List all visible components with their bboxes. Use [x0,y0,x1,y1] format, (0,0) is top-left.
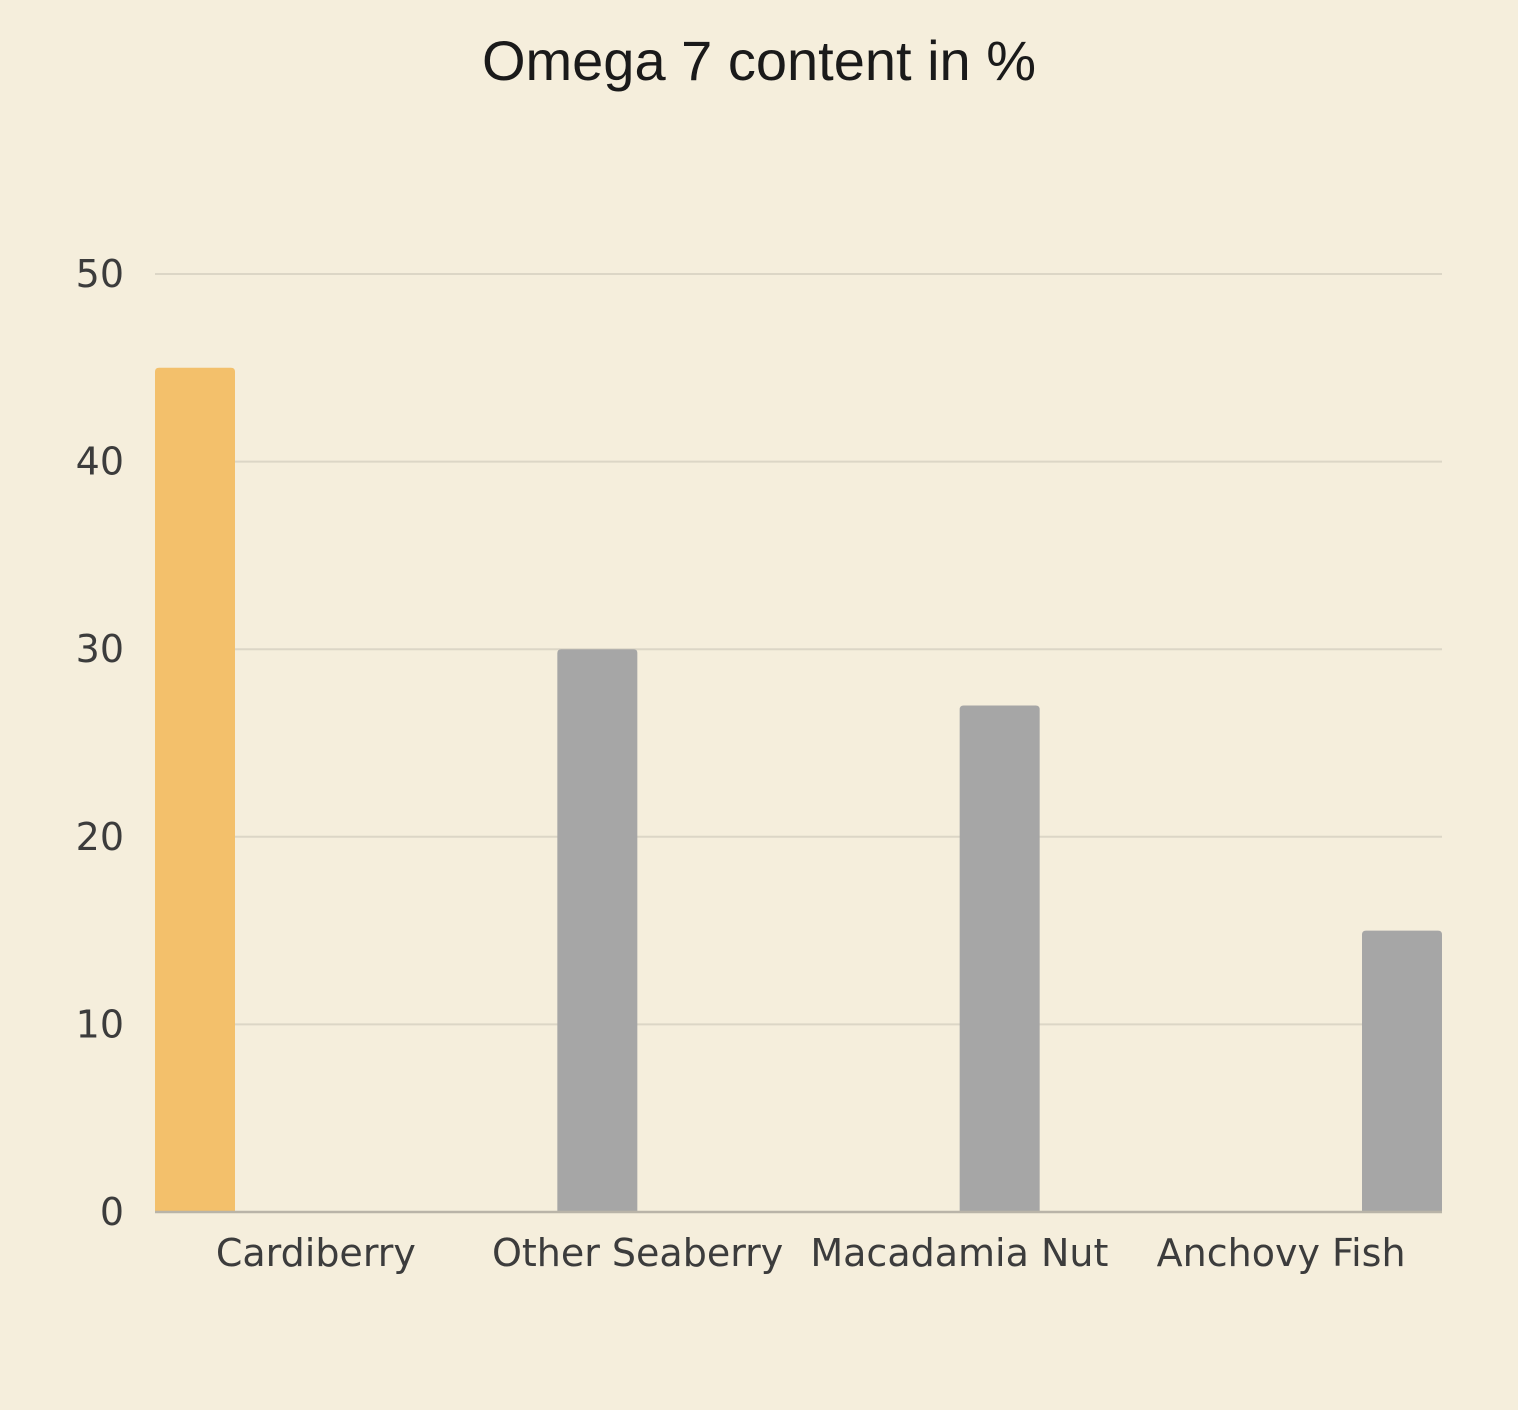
x-category-label-other-seaberry: Other Seaberry [492,1231,783,1275]
y-tick-label-0: 0 [100,1190,124,1234]
bar-macadamia-nut [959,705,1040,1212]
bar-cardiberry [155,367,235,1212]
y-tick-label-40: 40 [76,440,124,484]
y-tick-label-50: 50 [76,252,124,296]
y-tick-label-30: 30 [76,627,124,671]
y-tick-label-10: 10 [76,1002,124,1046]
x-category-label-cardiberry: Cardiberry [216,1231,416,1275]
bar-anchovy-fish [1362,930,1442,1212]
x-category-label-macadamia-nut: Macadamia Nut [810,1231,1108,1275]
bar-other-seaberry [557,649,638,1212]
x-category-label-anchovy-fish: Anchovy Fish [1157,1231,1406,1275]
chart-title: Omega 7 content in % [481,29,1037,92]
gridlines [155,273,1442,1026]
x-axis-labels: Cardiberry Other Seaberry Macadamia Nut Anc… [216,1231,1406,1275]
bars [155,367,1442,1212]
y-axis-ticks: 0 10 20 30 40 50 [76,252,124,1234]
y-tick-label-20: 20 [76,815,124,859]
